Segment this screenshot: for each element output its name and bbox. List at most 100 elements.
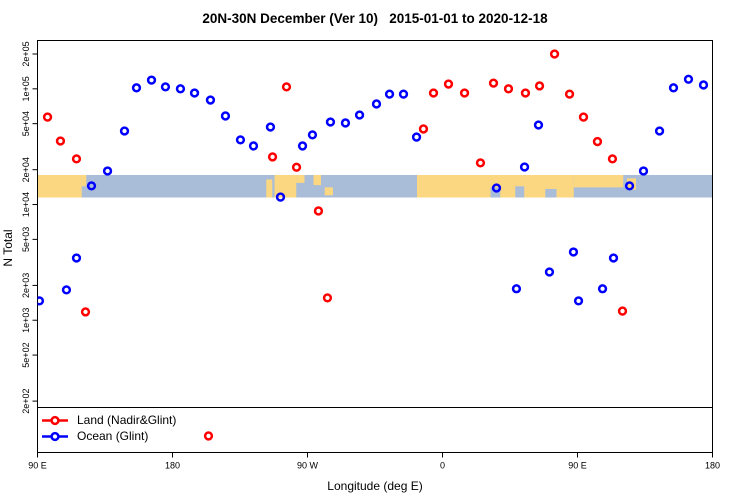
data-point-ocean xyxy=(220,111,231,121)
y-tick-label: 1e+05 xyxy=(21,76,31,101)
data-point-land xyxy=(617,306,628,316)
map-band-land-asia-east xyxy=(37,174,82,198)
data-point-ocean xyxy=(235,135,246,145)
data-point-ocean xyxy=(698,80,709,90)
data-point-ocean xyxy=(511,284,522,294)
y-tick-label: 2e+04 xyxy=(21,157,31,182)
data-point-ocean xyxy=(519,162,530,172)
data-point-ocean xyxy=(654,126,665,136)
y-axis: 2e+05 1e+05 5e+04 2e+04 1e+04 5e+03 2e+03 1e+03… xyxy=(21,41,38,414)
map-band-ocean-arabian-sea-coast xyxy=(545,188,557,198)
data-point-land xyxy=(418,124,429,134)
x-axis: 90 E 180 90 W 0 90 E 180 xyxy=(28,452,720,471)
data-point-land xyxy=(322,293,333,303)
data-point-land xyxy=(291,162,302,172)
y-tick-label: 1e+03 xyxy=(21,308,31,333)
y-tick-label: 5e+03 xyxy=(21,227,31,252)
x-tick-label: 180 xyxy=(165,461,180,471)
y-tick-label: 5e+02 xyxy=(21,342,31,367)
legend-marker-circle-land xyxy=(50,415,60,426)
data-point-ocean xyxy=(544,267,555,277)
data-point-ocean xyxy=(533,120,544,130)
x-tick-label: 90 W xyxy=(297,461,319,471)
data-point-ocean xyxy=(668,83,679,93)
data-point-ocean xyxy=(384,89,395,99)
chart-title: 20N-30N December (Ver 10) 2015-01-01 to … xyxy=(202,11,548,26)
data-point-ocean xyxy=(638,166,649,176)
data-point-ocean xyxy=(608,253,619,263)
y-tick-label: 1e+04 xyxy=(21,192,31,217)
data-point-ocean xyxy=(205,95,216,105)
map-band-ocean-persian-gulf xyxy=(515,186,525,198)
data-point-ocean xyxy=(568,247,579,257)
data-point-ocean xyxy=(160,82,171,92)
data-point-land xyxy=(520,88,531,98)
data-point-ocean xyxy=(37,296,45,306)
data-point-ocean xyxy=(131,83,142,93)
data-point-land xyxy=(203,431,214,441)
data-point-ocean xyxy=(354,110,365,120)
map-band xyxy=(37,174,713,198)
data-point-ocean xyxy=(146,75,157,85)
y-tick-label: 5e+04 xyxy=(21,111,31,136)
data-point-ocean xyxy=(61,285,72,295)
data-point-ocean xyxy=(325,117,336,127)
legend-label-land: Land (Nadir&Glint) xyxy=(77,413,177,427)
map-band-land-florida xyxy=(313,174,321,186)
data-point-land xyxy=(592,136,603,147)
data-point-ocean xyxy=(371,99,382,109)
x-tick-label: 0 xyxy=(440,461,445,471)
map-band-land-mexico xyxy=(274,174,297,198)
data-point-land xyxy=(55,136,66,146)
y-tick-label: 2e+05 xyxy=(21,41,31,66)
data-point-ocean xyxy=(175,84,186,94)
data-point-land xyxy=(281,82,292,92)
data-point-ocean xyxy=(248,141,259,151)
data-point-land xyxy=(428,88,439,98)
data-point-land xyxy=(267,152,278,162)
data-point-land xyxy=(564,89,575,99)
data-point-ocean xyxy=(189,88,200,98)
data-point-land xyxy=(578,112,589,122)
data-point-ocean xyxy=(573,296,584,306)
data-point-ocean xyxy=(398,89,409,99)
data-point-ocean xyxy=(86,181,97,191)
data-point-land xyxy=(534,81,545,91)
data-point-ocean xyxy=(491,183,502,193)
map-band-land-baja-california xyxy=(266,179,273,198)
data-point-land xyxy=(443,79,454,89)
data-point-land xyxy=(503,84,514,94)
map-band-land-africa-arabia-india xyxy=(417,174,574,198)
map-band-land-se-asia xyxy=(573,174,624,188)
data-point-ocean xyxy=(683,74,694,84)
legend-label-ocean: Ocean (Glint) xyxy=(77,429,149,443)
series-land xyxy=(42,49,628,441)
data-point-ocean xyxy=(297,141,308,151)
data-point-ocean xyxy=(597,284,608,294)
data-point-ocean xyxy=(411,132,422,142)
data-point-ocean xyxy=(624,181,635,191)
data-point-ocean xyxy=(275,192,286,202)
y-tick-label: 2e+02 xyxy=(21,388,31,413)
y-axis-title: N Total xyxy=(1,229,15,267)
x-tick-label: 180 xyxy=(705,461,720,471)
x-tick-label: 90 E xyxy=(568,461,587,471)
map-band-land-cuba xyxy=(324,187,333,196)
data-point-land xyxy=(313,206,324,216)
y-tick-label: 2e+03 xyxy=(21,273,31,298)
plot-border xyxy=(37,40,713,453)
data-point-land xyxy=(475,158,486,168)
x-tick-label: 90 E xyxy=(28,461,47,471)
data-point-land xyxy=(549,49,560,59)
x-axis-title: Longitude (deg E) xyxy=(327,479,423,493)
data-point-land xyxy=(607,154,618,164)
data-point-land xyxy=(488,78,499,88)
data-point-land xyxy=(42,112,53,122)
map-band-land-gulf-coast xyxy=(296,174,305,183)
map-band-land-china-coast xyxy=(81,174,87,187)
series-ocean xyxy=(37,74,709,306)
data-point-ocean xyxy=(102,166,113,176)
data-point-land xyxy=(71,154,82,164)
